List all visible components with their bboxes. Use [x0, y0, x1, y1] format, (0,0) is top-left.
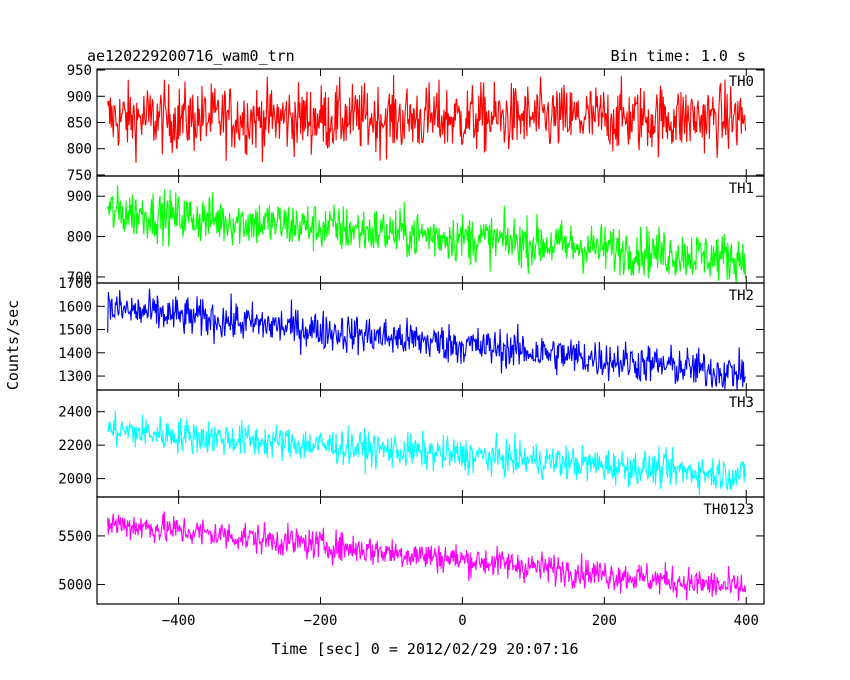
- panel-label-th1: TH1: [729, 181, 754, 197]
- y-tick-label: 700: [67, 270, 92, 286]
- y-tick-label: 5500: [58, 529, 92, 545]
- series-line-th0: [107, 74, 747, 163]
- y-tick-label: 5000: [58, 578, 92, 594]
- panel-th0123: 5000 5500 TH0123: [58, 496, 765, 605]
- x-tick-label: 200: [592, 613, 617, 629]
- panel-label-th3: TH3: [729, 395, 754, 411]
- y-tick-label: 1300: [58, 369, 92, 385]
- bin-time-label: Bin time: 1.0 s: [611, 47, 746, 65]
- y-tick-label: 900: [67, 189, 92, 205]
- y-tick-label: 1700: [58, 276, 92, 292]
- y-tick-label: 950: [67, 63, 92, 79]
- panel-frame: [96, 496, 765, 605]
- y-tick-label: 750: [67, 168, 92, 184]
- series-line-th0123: [107, 511, 747, 601]
- panel-label-th2: TH2: [729, 288, 754, 304]
- y-tick-label: 2000: [58, 472, 92, 488]
- panel-th2: 1300 1400 1500 1600 1700 TH2: [58, 276, 765, 391]
- series-line-th2: [107, 288, 747, 391]
- panel-th0: 750 800 850 900 950 TH0: [67, 63, 765, 184]
- y-tick-label: 1500: [58, 323, 92, 339]
- series-line-th1: [107, 185, 747, 284]
- panel-th1: 700 800 900 TH1: [67, 175, 765, 286]
- x-axis: −400 −200 0 200 400: [162, 613, 759, 629]
- y-tick-label: 900: [67, 89, 92, 105]
- y-tick-label: 800: [67, 142, 92, 158]
- chart-title: ae120229200716_wam0_trn: [87, 47, 295, 65]
- y-tick-label: 2200: [58, 438, 92, 454]
- x-tick-label: −400: [162, 613, 196, 629]
- y-tick-label: 1400: [58, 346, 92, 362]
- panels-group: 750 800 850 900 950 TH0 700 800 900 TH1 1300 1400 15…: [58, 63, 765, 605]
- y-axis-label: Counts/sec: [4, 300, 22, 390]
- y-tick-label: 2400: [58, 405, 92, 421]
- x-axis-label: Time [sec] 0 = 2012/02/29 20:07:16: [271, 640, 578, 658]
- y-tick-label: 850: [67, 116, 92, 132]
- x-tick-label: 400: [734, 613, 759, 629]
- x-tick-label: −200: [304, 613, 338, 629]
- series-line-th3: [107, 410, 747, 496]
- panel-label-th0123: TH0123: [703, 502, 754, 518]
- x-tick-label: 0: [458, 613, 466, 629]
- y-tick-label: 1600: [58, 299, 92, 315]
- y-tick-label: 800: [67, 230, 92, 246]
- panel-label-th0: TH0: [729, 74, 754, 90]
- panel-th3: 2000 2200 2400 TH3: [58, 389, 765, 498]
